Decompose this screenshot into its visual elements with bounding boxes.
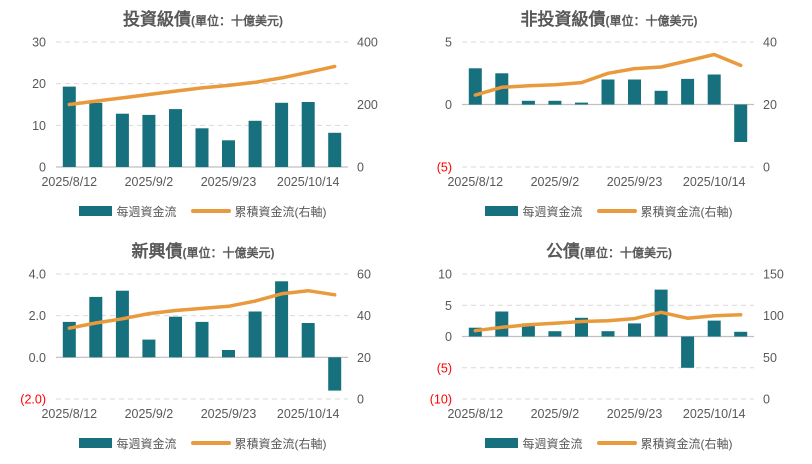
svg-text:400: 400 xyxy=(357,36,378,50)
chart-plot-area: (2.0) 0.0 2.0 4.0 0 20 40 60 2025/8/12 2025/9/2 20… xyxy=(20,268,371,422)
svg-text:2025/10/14: 2025/10/14 xyxy=(683,175,746,189)
svg-text:60: 60 xyxy=(357,268,371,282)
svg-text:40: 40 xyxy=(357,309,371,323)
legend-item-weekly-flow: 每週資金流 xyxy=(79,203,177,220)
legend-item-cumulative-flow: 累積資金流(右軸) xyxy=(596,203,733,220)
legend-item-weekly-flow: 每週資金流 xyxy=(485,435,583,452)
bar-series-swatch xyxy=(79,206,113,216)
chart-plot-area: 0 10 20 30 0 200 400 2025/8/12 2025/9/2 2025/9/23… xyxy=(32,36,378,190)
bar-series-label: 每週資金流 xyxy=(522,436,583,451)
svg-text:30: 30 xyxy=(32,36,46,50)
chart-non-investment-grade-bonds: 非投資級債(單位：十億美元) (5) 0 5 0 20 40 2025/8/12 2025/9… xyxy=(406,0,812,232)
chart-legend: 每週資金流 累積資金流(右軸) xyxy=(406,431,812,455)
svg-text:2025/9/23: 2025/9/23 xyxy=(201,407,257,421)
svg-text:(2.0): (2.0) xyxy=(20,393,46,407)
svg-text:0: 0 xyxy=(763,161,770,175)
svg-text:20: 20 xyxy=(32,77,46,91)
svg-text:2025/9/23: 2025/9/23 xyxy=(201,175,257,189)
line-series-label: 累積資金流(右軸) xyxy=(640,436,733,451)
svg-text:2025/10/14: 2025/10/14 xyxy=(277,407,340,421)
svg-text:2025/9/2: 2025/9/2 xyxy=(125,407,174,421)
svg-text:4.0: 4.0 xyxy=(29,268,46,282)
svg-text:2025/9/2: 2025/9/2 xyxy=(125,175,174,189)
svg-text:10: 10 xyxy=(438,268,452,282)
svg-text:150: 150 xyxy=(763,268,784,282)
svg-text:0: 0 xyxy=(39,161,46,175)
chart-emerging-market-bonds: 新興債(單位：十億美元) (2.0) 0.0 2.0 4.0 0 20 40 60 2025/8… xyxy=(0,232,406,464)
legend-item-weekly-flow: 每週資金流 xyxy=(485,203,583,220)
svg-text:20: 20 xyxy=(763,98,777,112)
svg-text:0.0: 0.0 xyxy=(29,351,46,365)
line-series-swatch xyxy=(596,441,637,445)
svg-text:(10): (10) xyxy=(430,393,452,407)
svg-text:20: 20 xyxy=(357,351,371,365)
line-series-swatch xyxy=(190,441,231,445)
chart-unit-label: (單位：十億美元) xyxy=(580,246,672,260)
chart-title-text: 非投資級債 xyxy=(520,10,606,29)
bar-series-swatch xyxy=(79,438,113,448)
legend-item-weekly-flow: 每週資金流 xyxy=(79,435,177,452)
svg-text:200: 200 xyxy=(357,98,378,112)
svg-text:5: 5 xyxy=(445,299,452,313)
svg-text:2025/10/14: 2025/10/14 xyxy=(683,407,746,421)
bar-series-label: 每週資金流 xyxy=(522,204,583,219)
chart-title: 投資級債(單位：十億美元) xyxy=(0,10,406,31)
svg-text:100: 100 xyxy=(763,309,784,323)
svg-text:2.0: 2.0 xyxy=(29,309,46,323)
svg-text:10: 10 xyxy=(32,119,46,133)
svg-text:2025/9/2: 2025/9/2 xyxy=(531,175,580,189)
svg-text:0: 0 xyxy=(445,98,452,112)
chart-title: 新興債(單位：十億美元) xyxy=(0,242,406,263)
line-series-label: 累積資金流(右軸) xyxy=(234,436,327,451)
svg-text:50: 50 xyxy=(763,351,777,365)
line-series-label: 累積資金流(右軸) xyxy=(234,204,327,219)
line-series-swatch xyxy=(596,209,637,213)
chart-unit-label: (單位：十億美元) xyxy=(182,246,275,260)
line-series-label: 累積資金流(右軸) xyxy=(640,204,733,219)
chart-title-text: 公債 xyxy=(546,242,580,261)
svg-text:40: 40 xyxy=(763,36,777,50)
svg-text:(5): (5) xyxy=(437,161,452,175)
svg-text:0: 0 xyxy=(763,393,770,407)
chart-unit-label: (單位：十億美元) xyxy=(191,14,283,28)
svg-text:2025/10/14: 2025/10/14 xyxy=(277,175,340,189)
chart-title: 公債(單位：十億美元) xyxy=(406,242,812,263)
svg-text:0: 0 xyxy=(357,161,364,175)
legend-item-cumulative-flow: 累積資金流(右軸) xyxy=(596,435,733,452)
svg-text:0: 0 xyxy=(445,330,452,344)
chart-legend: 每週資金流 累積資金流(右軸) xyxy=(0,431,406,455)
chart-legend: 每週資金流 累積資金流(右軸) xyxy=(0,199,406,223)
svg-text:2025/8/12: 2025/8/12 xyxy=(447,407,503,421)
bar-series-swatch xyxy=(485,438,519,448)
bar-series-label: 每週資金流 xyxy=(116,204,177,219)
chart-title-text: 投資級債 xyxy=(123,10,191,29)
chart-investment-grade-bonds: 投資級債(單位：十億美元) 0 10 20 30 0 200 400 2025/8/12 202… xyxy=(0,0,406,232)
svg-text:2025/9/2: 2025/9/2 xyxy=(531,407,580,421)
svg-text:2025/9/23: 2025/9/23 xyxy=(607,175,663,189)
chart-title: 非投資級債(單位：十億美元) xyxy=(406,10,812,31)
svg-text:5: 5 xyxy=(445,36,452,50)
svg-text:2025/8/12: 2025/8/12 xyxy=(41,175,97,189)
chart-government-bonds: 公債(單位：十億美元) (10) (5) 0 5 10 0 50 100 150 2025/8/1… xyxy=(406,232,812,464)
svg-text:2025/8/12: 2025/8/12 xyxy=(447,175,503,189)
legend-item-cumulative-flow: 累積資金流(右軸) xyxy=(190,435,327,452)
svg-text:0: 0 xyxy=(357,393,364,407)
svg-text:(5): (5) xyxy=(437,361,452,375)
svg-text:2025/8/12: 2025/8/12 xyxy=(41,407,97,421)
legend-item-cumulative-flow: 累積資金流(右軸) xyxy=(190,203,327,220)
chart-unit-label: (單位：十億美元) xyxy=(605,14,698,28)
chart-plot-area: (5) 0 5 0 20 40 2025/8/12 2025/9/2 2025/9/23 2025… xyxy=(437,36,777,190)
chart-legend: 每週資金流 累積資金流(右軸) xyxy=(406,199,812,223)
chart-title-text: 新興債 xyxy=(131,242,183,261)
line-series-swatch xyxy=(190,209,231,213)
bar-series-label: 每週資金流 xyxy=(116,436,177,451)
bar-series-swatch xyxy=(485,206,519,216)
svg-text:2025/9/23: 2025/9/23 xyxy=(607,407,663,421)
